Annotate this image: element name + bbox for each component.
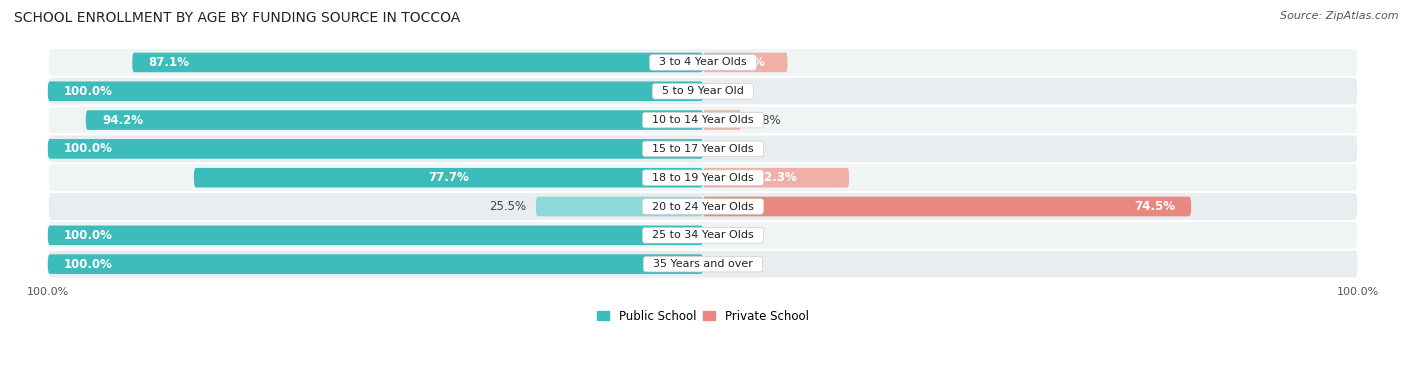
Text: 18 to 19 Year Olds: 18 to 19 Year Olds [645,173,761,183]
Text: 100.0%: 100.0% [65,143,112,155]
FancyBboxPatch shape [48,254,703,274]
Text: 25 to 34 Year Olds: 25 to 34 Year Olds [645,230,761,240]
Text: 100.0%: 100.0% [65,257,112,271]
FancyBboxPatch shape [536,197,703,216]
FancyBboxPatch shape [48,163,1358,192]
Text: 0.0%: 0.0% [716,257,745,271]
Text: 94.2%: 94.2% [103,113,143,127]
Legend: Public School, Private School: Public School, Private School [593,305,813,328]
FancyBboxPatch shape [86,110,703,130]
Text: Source: ZipAtlas.com: Source: ZipAtlas.com [1281,11,1399,21]
FancyBboxPatch shape [48,225,703,245]
Text: 87.1%: 87.1% [149,56,190,69]
FancyBboxPatch shape [703,168,849,187]
Text: 5.8%: 5.8% [751,113,780,127]
FancyBboxPatch shape [48,106,1358,135]
FancyBboxPatch shape [48,250,1358,279]
Text: 74.5%: 74.5% [1133,200,1175,213]
Text: 77.7%: 77.7% [427,171,468,184]
FancyBboxPatch shape [48,135,1358,163]
FancyBboxPatch shape [48,81,703,101]
Text: 3 to 4 Year Olds: 3 to 4 Year Olds [652,57,754,67]
FancyBboxPatch shape [48,192,1358,221]
Text: SCHOOL ENROLLMENT BY AGE BY FUNDING SOURCE IN TOCCOA: SCHOOL ENROLLMENT BY AGE BY FUNDING SOUR… [14,11,460,25]
Text: 100.0%: 100.0% [65,85,112,98]
FancyBboxPatch shape [48,77,1358,106]
FancyBboxPatch shape [194,168,703,187]
FancyBboxPatch shape [48,221,1358,250]
Text: 100.0%: 100.0% [65,229,112,242]
Text: 0.0%: 0.0% [716,85,745,98]
Text: 5 to 9 Year Old: 5 to 9 Year Old [655,86,751,96]
FancyBboxPatch shape [132,53,703,72]
Text: 25.5%: 25.5% [489,200,526,213]
Text: 15 to 17 Year Olds: 15 to 17 Year Olds [645,144,761,154]
Text: 0.0%: 0.0% [716,229,745,242]
Text: 20 to 24 Year Olds: 20 to 24 Year Olds [645,202,761,211]
Text: 22.3%: 22.3% [755,171,796,184]
FancyBboxPatch shape [48,48,1358,77]
FancyBboxPatch shape [48,139,703,159]
FancyBboxPatch shape [703,53,787,72]
FancyBboxPatch shape [703,110,741,130]
Text: 10 to 14 Year Olds: 10 to 14 Year Olds [645,115,761,125]
Text: 35 Years and over: 35 Years and over [647,259,759,269]
FancyBboxPatch shape [703,197,1191,216]
Text: 0.0%: 0.0% [716,143,745,155]
Text: 12.9%: 12.9% [725,56,766,69]
